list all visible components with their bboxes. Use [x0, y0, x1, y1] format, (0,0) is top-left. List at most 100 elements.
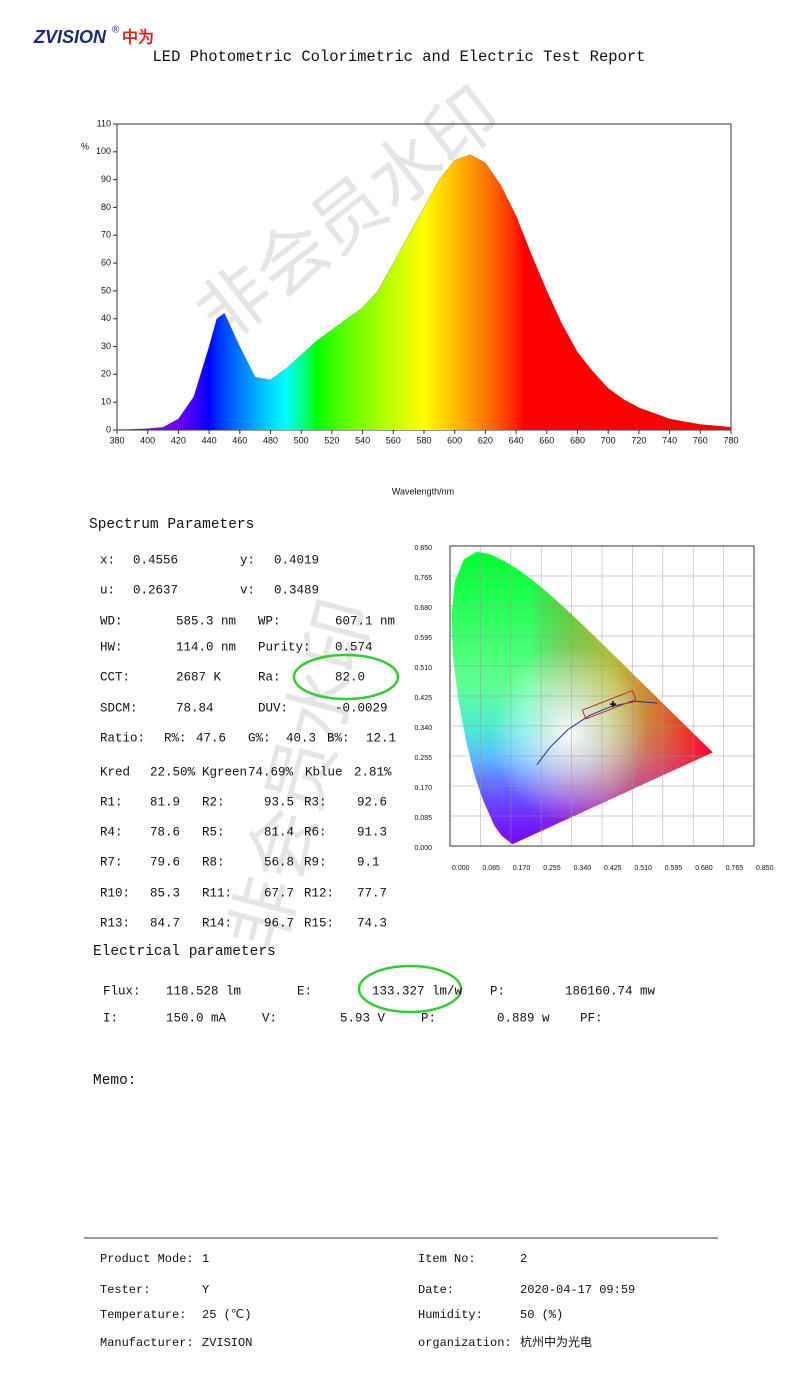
- param-value: 74.69%: [248, 765, 294, 779]
- param-label: Kred: [100, 765, 130, 779]
- footer-label: Humidity:: [418, 1308, 483, 1322]
- y-tick-label: 100: [96, 146, 111, 156]
- x-tick-label: 500: [294, 435, 309, 445]
- param-label: Ra:: [258, 670, 281, 684]
- param-label: WP:: [258, 614, 281, 628]
- param-value: 150.0 mA: [166, 1011, 227, 1025]
- param-value: 0.4019: [274, 553, 319, 567]
- footer-value: ZVISION: [202, 1336, 252, 1350]
- param-value: 96.7: [264, 916, 294, 930]
- x-tick-label: 540: [355, 435, 370, 445]
- x-tick-label: 0.170: [513, 865, 531, 872]
- x-tick-label: 680: [570, 435, 585, 445]
- y-tick-label: 0.850: [414, 545, 432, 552]
- x-tick-label: 580: [416, 435, 431, 445]
- spectrum-line: [116, 154, 732, 431]
- x-tick-label: 380: [109, 435, 124, 445]
- param-value: 85.3: [150, 886, 180, 900]
- param-label: R15:: [304, 916, 334, 930]
- param-label: P:: [490, 984, 505, 998]
- logo-cn: 中为: [122, 28, 154, 47]
- param-label: DUV:: [258, 701, 288, 715]
- param-value: 92.6: [357, 795, 387, 809]
- param-value: 40.3: [286, 731, 316, 745]
- footer-label: Product Mode:: [100, 1252, 194, 1266]
- param-label: R2:: [202, 795, 225, 809]
- x-tick-label: 620: [478, 435, 493, 445]
- y-tick-label: 0.085: [414, 815, 432, 822]
- plot-frame: [449, 545, 755, 847]
- x-tick-label: 0.085: [482, 865, 500, 872]
- param-label: Kblue: [305, 765, 343, 779]
- param-value: Ratio:: [100, 731, 145, 745]
- y-tick-label: 0.680: [414, 605, 432, 612]
- param-label: R8:: [202, 855, 225, 869]
- highlight-ellipse: [357, 964, 463, 1014]
- param-value: 114.0 nm: [176, 640, 236, 654]
- param-value: 82.0: [335, 670, 365, 684]
- param-label: CCT:: [100, 670, 130, 684]
- param-value: B%:: [327, 731, 350, 745]
- memo-label: Memo:: [93, 1073, 137, 1089]
- param-value: 12.1: [366, 731, 396, 745]
- param-label: x:: [100, 553, 115, 567]
- logo: ZVISION: [33, 27, 107, 47]
- param-label: R13:: [100, 916, 130, 930]
- footer-value: 50 (%): [520, 1308, 563, 1322]
- footer-value: 25 (℃): [202, 1308, 251, 1322]
- param-value: 118.528 lm: [166, 984, 241, 998]
- param-value: R%:: [164, 731, 187, 745]
- param-label: R3:: [304, 795, 327, 809]
- section-title: Spectrum Parameters: [89, 517, 254, 533]
- param-value: 81.9: [150, 795, 180, 809]
- y-tick-label: 0.000: [414, 845, 432, 852]
- highlight-ellipse: [292, 653, 400, 701]
- y-tick-label: 40: [101, 313, 111, 323]
- footer-label: Manufacturer:: [100, 1336, 194, 1350]
- y-tick-label: 80: [101, 202, 111, 212]
- param-label: R9:: [304, 855, 327, 869]
- section-title: Electrical parameters: [93, 944, 276, 960]
- footer-label: Item No:: [418, 1252, 476, 1266]
- footer-value: 杭州中为光电: [520, 1334, 592, 1350]
- param-value: 77.7: [357, 886, 387, 900]
- param-value: 5.93 V: [340, 1011, 386, 1025]
- y-tick-label: 60: [101, 257, 111, 267]
- y-tick-label: 0.510: [414, 665, 432, 672]
- x-axis-label: Wavelength/nm: [392, 486, 454, 496]
- param-value: 78.84: [176, 701, 214, 715]
- x-tick-label: 560: [386, 435, 401, 445]
- x-tick-label: 400: [140, 435, 155, 445]
- y-tick-label: 50: [101, 285, 111, 295]
- param-value: 186160.74 mw: [565, 984, 656, 998]
- param-label: u:: [100, 583, 115, 597]
- param-value: 9.1: [357, 855, 380, 869]
- x-tick-label: 0.000: [452, 865, 470, 872]
- param-value: 2687 K: [176, 670, 222, 684]
- chromaticity-point: [609, 701, 616, 708]
- param-label: PF:: [580, 1011, 603, 1025]
- x-tick-label: 0.425: [604, 865, 622, 872]
- x-tick-label: 740: [662, 435, 677, 445]
- x-tick-label: 460: [232, 435, 247, 445]
- param-value: 84.7: [150, 916, 180, 930]
- param-label: R12:: [304, 886, 334, 900]
- footer-value: 2020-04-17 09:59: [520, 1283, 635, 1297]
- param-label: E:: [297, 984, 312, 998]
- y-tick-label: 70: [101, 230, 111, 240]
- param-label: HW:: [100, 640, 123, 654]
- param-value: -0.0029: [335, 701, 388, 715]
- report-title: LED Photometric Colorimetric and Electri…: [153, 48, 646, 66]
- param-label: y:: [240, 553, 255, 567]
- footer-value: 2: [520, 1252, 527, 1266]
- y-tick-label: 0.170: [414, 785, 432, 792]
- footer-label: Temperature:: [100, 1308, 186, 1322]
- x-tick-label: 0.255: [543, 865, 561, 872]
- x-tick-label: 0.680: [695, 865, 713, 872]
- y-tick-label: 90: [101, 174, 111, 184]
- x-tick-label: 760: [693, 435, 708, 445]
- planckian-locus: [536, 700, 658, 766]
- y-tick-label: 10: [101, 397, 111, 407]
- y-axis-label: %: [81, 141, 89, 151]
- x-tick-label: 0.510: [634, 865, 652, 872]
